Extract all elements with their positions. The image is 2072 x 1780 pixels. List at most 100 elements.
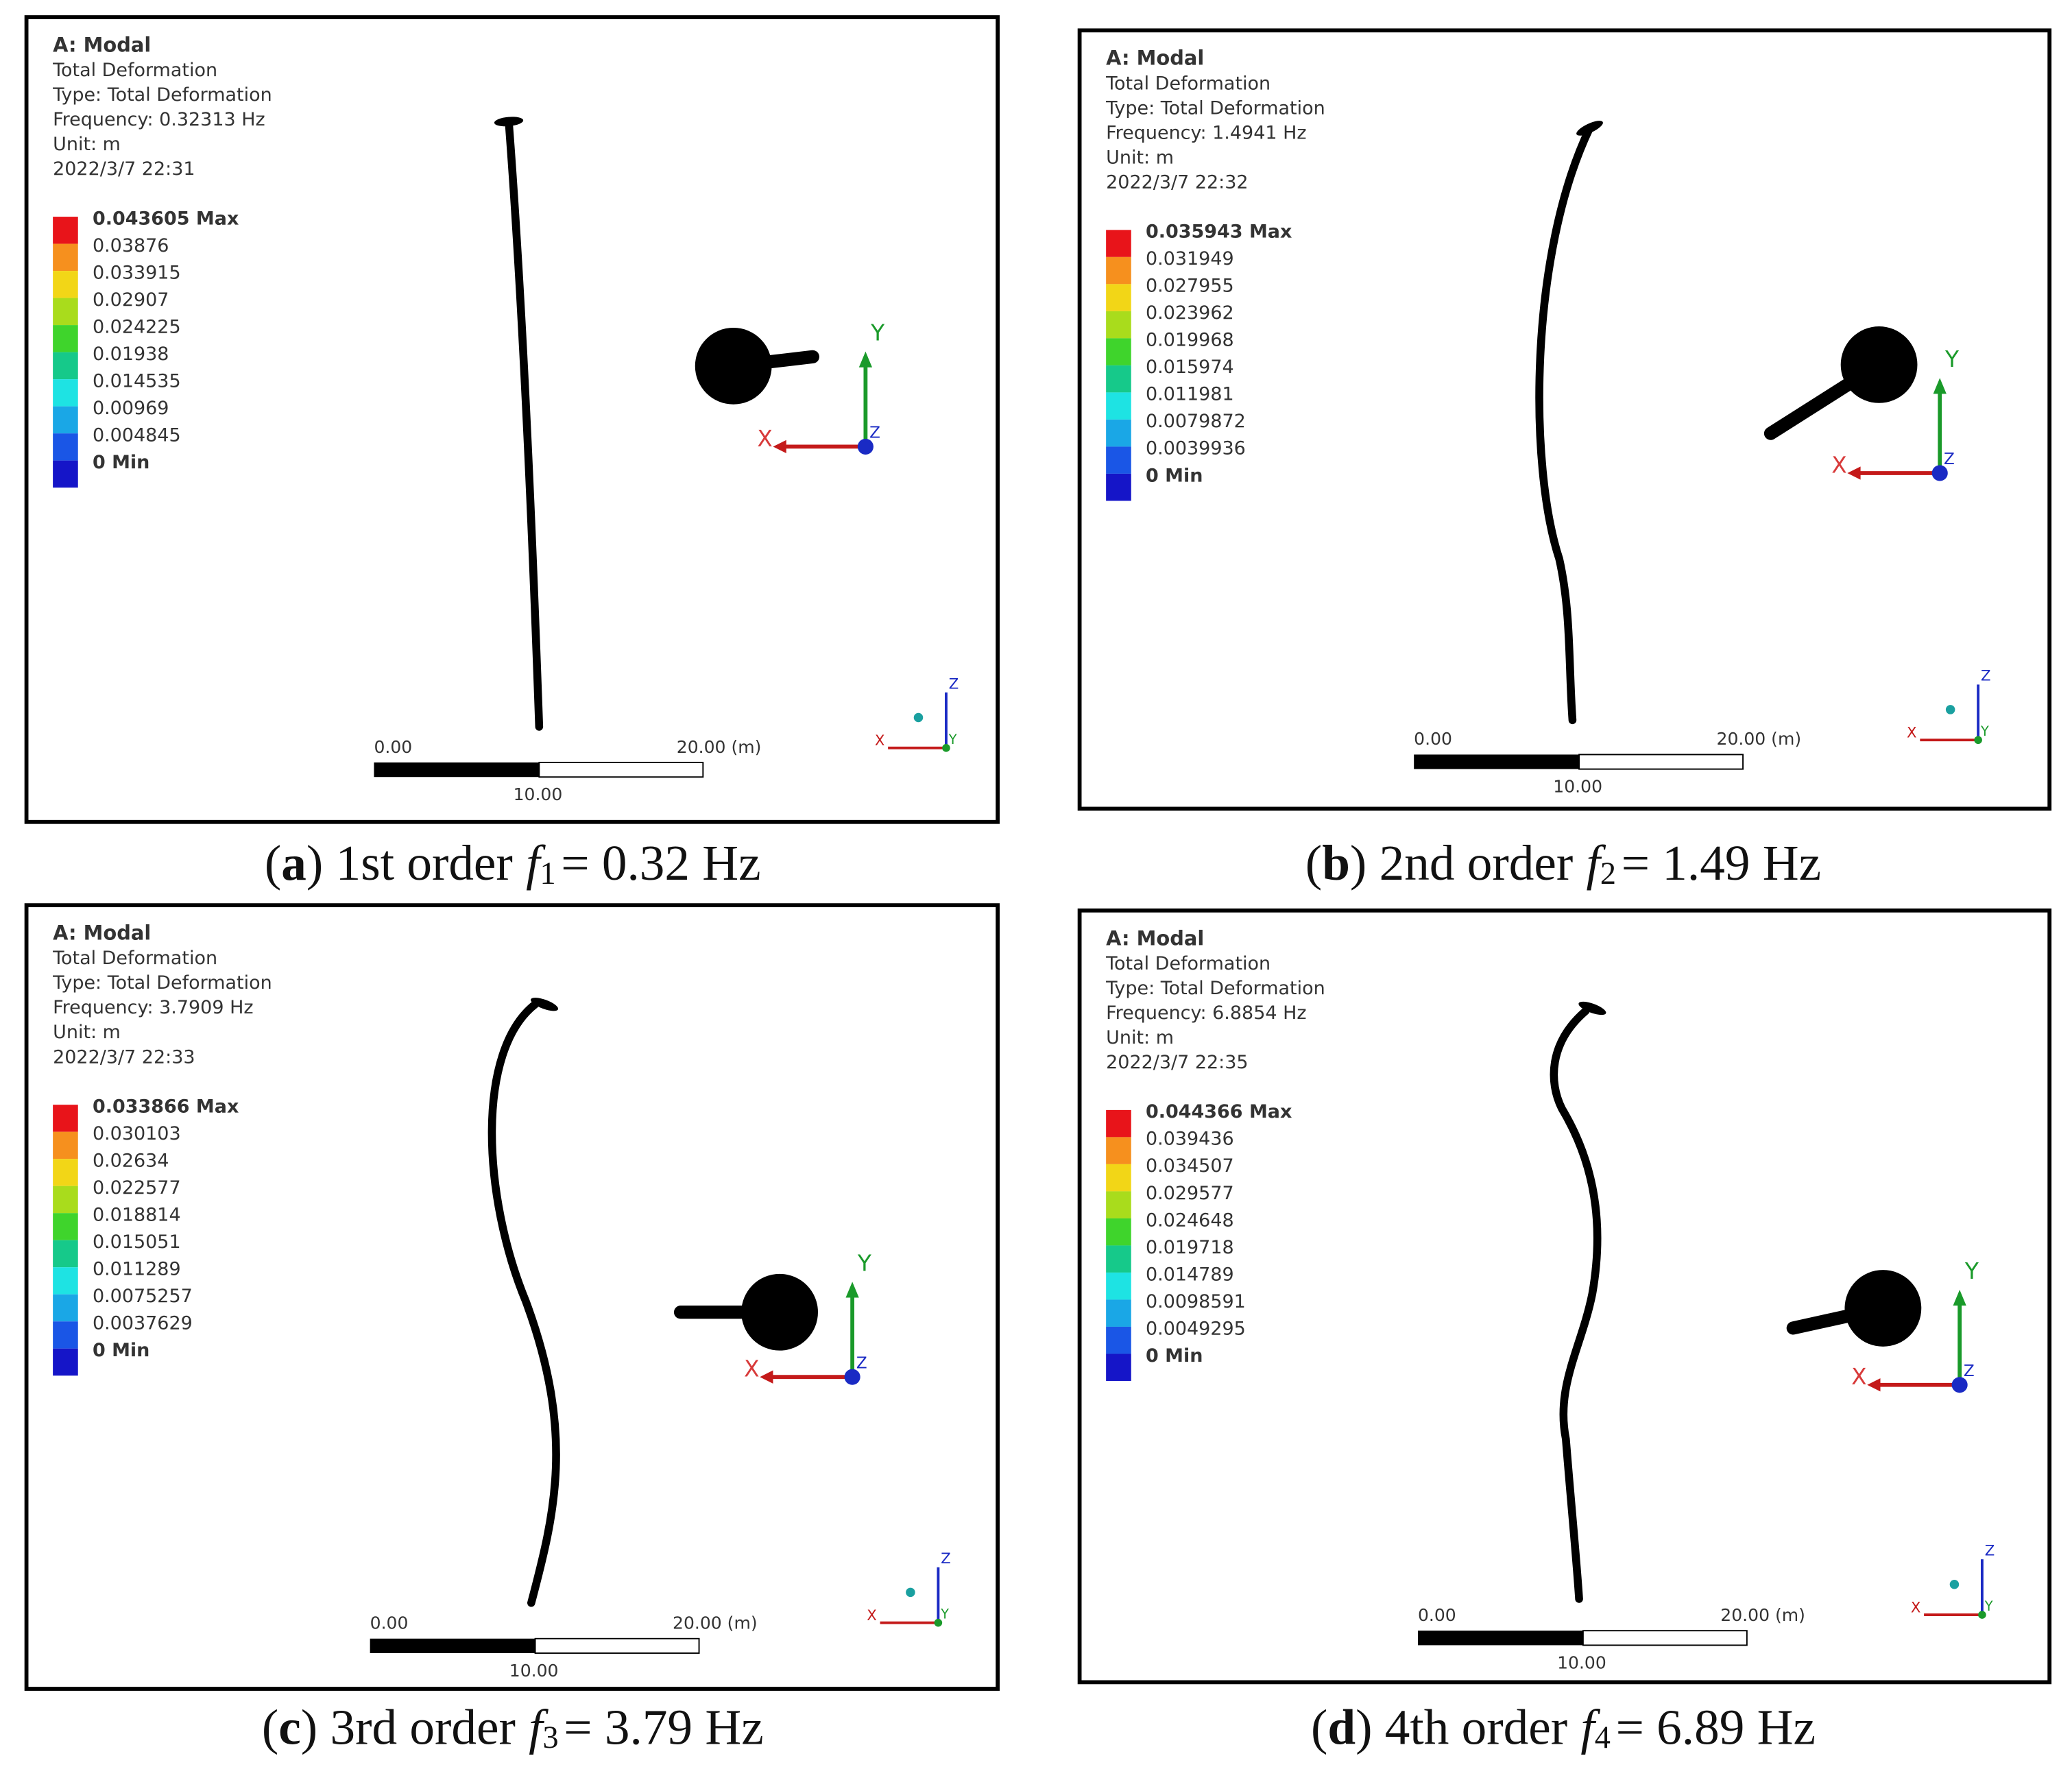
mini-x-label: X (867, 1607, 877, 1624)
legend-label: 0.019968 (1146, 330, 1234, 351)
header-line: A: Modal (1106, 47, 1204, 70)
panel: A: Modal Total Deformation Type: Total Def… (1077, 28, 2052, 811)
scale-bar-white (1578, 754, 1744, 770)
legend-swatch (53, 460, 78, 488)
legend-swatch (1106, 230, 1131, 257)
legend-swatch (53, 1267, 78, 1295)
legend-swatch (53, 379, 78, 407)
header-line: Frequency: 6.8854 Hz (1106, 1002, 1306, 1024)
header-line: 2022/3/7 22:32 (1106, 171, 1248, 193)
mini-x-label: X (1907, 724, 1917, 741)
scale-bar-white (538, 762, 704, 778)
scale-bar-black (1414, 754, 1580, 769)
header-line: A: Modal (1106, 926, 1204, 950)
scale-left: 0.00 (374, 737, 412, 757)
axis-x-head (760, 1370, 773, 1384)
header-line: Type: Total Deformation (52, 84, 272, 106)
legend-label: 0.027955 (1146, 276, 1234, 297)
header-line: Unit: m (1106, 1027, 1174, 1048)
section-body (741, 1273, 819, 1351)
header-line: Frequency: 3.7909 Hz (53, 997, 253, 1018)
legend-label: 0.034507 (1146, 1155, 1234, 1177)
mini-dot (1945, 705, 1955, 714)
mini-origin (1978, 1611, 1986, 1619)
axis-y-label: Y (1944, 346, 1960, 372)
scale-bar-white (534, 1637, 700, 1654)
caption-open: ( (265, 835, 281, 891)
mini-origin (934, 1618, 943, 1627)
caption-text: ) 4th order (1356, 1699, 1567, 1755)
axis-y-head (845, 1282, 859, 1298)
mini-dot (1949, 1580, 1960, 1589)
mini-z-label: Z (1985, 1542, 1995, 1559)
caption: (c) 3rd order f3 = 3.79 Hz (262, 1699, 764, 1755)
caption-text: ) 2nd order (1350, 835, 1573, 891)
legend-swatch (1106, 1164, 1131, 1192)
legend-label: 0.024225 (93, 316, 181, 337)
legend-swatch (53, 325, 78, 352)
legend-label: 0.030103 (93, 1123, 181, 1144)
header-line: Frequency: 0.32313 Hz (53, 109, 265, 130)
beam (487, 1000, 560, 1607)
caption-letter: a (281, 835, 306, 891)
scale-bar-black (374, 762, 540, 778)
legend-swatch (1106, 338, 1131, 365)
scale-bar-white (1582, 1630, 1748, 1646)
header-line: 2022/3/7 22:35 (1106, 1052, 1248, 1073)
legend-swatch (53, 1294, 78, 1322)
axis-y-head (1953, 1289, 1966, 1306)
legend-label: 0.01938 (93, 344, 169, 365)
legend-swatch (1106, 1272, 1131, 1300)
legend-swatch (1106, 1245, 1131, 1273)
mini-dot (906, 1587, 915, 1598)
legend-label: 0 Min (1146, 1345, 1203, 1367)
legend-label: 0.018814 (93, 1205, 181, 1226)
header-line: A: Modal (53, 922, 151, 945)
panel: A: Modal Total Deformation Type: Total Def… (24, 15, 1000, 824)
legend-swatch (1106, 1191, 1131, 1218)
axis-z-label: Z (856, 1354, 867, 1372)
caption-subscript: 3 (542, 1720, 558, 1755)
header-line: A: Modal (53, 33, 151, 56)
header-line: Unit: m (53, 134, 121, 155)
axis-z-label: Z (1944, 450, 1955, 468)
legend-label: 0.014535 (93, 370, 181, 392)
axis-y-label: Y (857, 1250, 872, 1276)
caption-letter: d (1327, 1699, 1356, 1755)
beam (1550, 1007, 1602, 1603)
legend-label: 0.0098591 (1146, 1291, 1246, 1312)
legend-label: 0 Min (1146, 465, 1203, 486)
scale-middle: 10.00 (1557, 1652, 1606, 1672)
scale-bar-black (1417, 1631, 1583, 1646)
legend-swatch (1106, 1354, 1131, 1381)
mini-origin (1974, 736, 1982, 745)
legend-swatch (1106, 256, 1131, 285)
legend-label: 0.011981 (1146, 384, 1234, 405)
legend-label: 0.044366 Max (1146, 1101, 1292, 1122)
legend-label: 0.02907 (93, 289, 169, 311)
caption-subscript: 2 (1600, 856, 1616, 891)
beam (1535, 124, 1594, 725)
legend-swatch (1106, 1109, 1131, 1138)
section-body (695, 327, 772, 405)
legend-swatch (1106, 419, 1131, 447)
axis-x-label: X (757, 426, 772, 452)
caption-open: ( (262, 1699, 278, 1755)
legend-swatch (53, 243, 78, 272)
scale-left: 0.00 (1414, 729, 1452, 749)
mini-origin (942, 744, 950, 752)
legend-swatch (53, 1186, 78, 1214)
legend-swatch (53, 1348, 78, 1376)
scale-middle: 10.00 (514, 784, 563, 804)
beam-tip (531, 998, 559, 1011)
legend-label: 0.014789 (1146, 1264, 1234, 1285)
caption: (a) 1st order f1 = 0.32 Hz (265, 835, 761, 891)
header-line: Unit: m (53, 1022, 121, 1043)
header-line: 2022/3/7 22:31 (53, 158, 195, 180)
legend-label: 0 Min (93, 1340, 149, 1361)
legend-swatch (53, 1159, 78, 1186)
caption-subscript: 4 (1595, 1720, 1611, 1755)
legend-swatch (53, 1131, 78, 1159)
axis-x-head (1867, 1378, 1881, 1392)
caption-text: ) 1st order (306, 835, 513, 891)
